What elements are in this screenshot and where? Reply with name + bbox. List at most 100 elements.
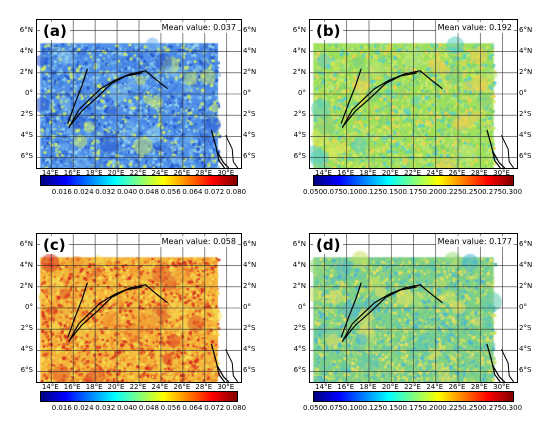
lat-label-left: 2°S <box>20 110 33 119</box>
lat-label-right: 6°N <box>519 25 533 34</box>
lon-label: 26°E <box>448 383 466 391</box>
colorbar-tick-label: 0.200 <box>422 404 443 412</box>
lake-shore-line <box>225 349 239 382</box>
lon-label: 28°E <box>470 383 488 391</box>
map-frame-c[interactable]: (c) Mean value: 0.058 <box>36 233 242 383</box>
river-line-0 <box>67 282 89 338</box>
river-line-2 <box>342 72 417 127</box>
lat-label-right: 4°N <box>243 46 257 55</box>
lat-label-right: 6°S <box>519 366 532 375</box>
lat-label-right: 0° <box>519 89 527 97</box>
river-line-0 <box>340 282 362 338</box>
lat-label-right: 4°S <box>243 131 256 140</box>
colorbar-c <box>40 391 238 402</box>
colorbar-tick-label: 0.175 <box>402 404 423 412</box>
lat-label-right: 4°S <box>519 345 532 354</box>
lon-label: 14°E <box>41 383 59 391</box>
panel-tag-d: (d) <box>313 236 344 254</box>
river-line-1 <box>341 284 443 343</box>
lat-label-right: 0° <box>243 89 251 97</box>
river-line-4 <box>216 364 230 382</box>
panel-tag-b: (b) <box>313 22 344 40</box>
colorbar-tick-label: 0.048 <box>138 404 159 412</box>
lon-label: 30°E <box>217 169 235 177</box>
colorbar-tick-label: 0.056 <box>160 404 181 412</box>
river-line-4 <box>216 150 230 168</box>
colorbar-tick-label: 0.275 <box>482 188 503 196</box>
lon-label: 20°E <box>381 383 399 391</box>
lat-label-left: 0° <box>25 89 33 97</box>
colorbar-tick-label: 0.125 <box>362 404 383 412</box>
colorbar-tick-label: 0.050 <box>302 188 324 196</box>
colorbar-tick-label: 0.064 <box>182 404 203 412</box>
lon-label: 20°E <box>381 169 399 177</box>
river-line-4 <box>491 364 506 382</box>
lon-label: 26°E <box>448 169 466 177</box>
lat-label-right: 2°S <box>519 324 532 333</box>
colorbar-tick-label: 0.032 <box>95 188 116 196</box>
colorbar-tick-label: 0.100 <box>342 404 363 412</box>
panel-tag-c: (c) <box>40 236 69 254</box>
colorbar-tick-label: 0.016 <box>51 404 72 412</box>
lat-label-left: 2°N <box>19 281 33 290</box>
lon-label: 20°E <box>107 383 125 391</box>
colorbar-tick-label: 0.024 <box>73 404 94 412</box>
lat-label-left: 4°S <box>20 131 33 140</box>
colorbar-tick-label: 0.300 <box>501 404 523 412</box>
colorbar-tick-label: 0.016 <box>51 188 72 196</box>
lat-label-left: 0° <box>298 89 306 97</box>
lat-label-left: 2°N <box>292 281 306 290</box>
lat-label-left: 4°N <box>19 260 33 269</box>
lat-label-left: 4°N <box>19 46 33 55</box>
lat-label-left: 4°S <box>293 131 306 140</box>
map-frame-a[interactable]: (a) Mean value: 0.037 <box>36 19 242 169</box>
mean-value-label-b: Mean value: 0.192 <box>435 22 514 33</box>
colorbar-tick-label: 0.125 <box>362 188 383 196</box>
lat-label-right: 2°N <box>243 67 257 76</box>
lon-label: 28°E <box>195 169 213 177</box>
lat-label-right: 6°N <box>243 239 257 248</box>
colorbar-tick-label: 0.040 <box>117 188 138 196</box>
lat-label-left: 4°N <box>292 260 306 269</box>
lon-label: 14°E <box>41 169 59 177</box>
map-overlay-d <box>310 234 517 382</box>
mean-value-label-c: Mean value: 0.058 <box>159 236 238 247</box>
colorbar-tick-label: 0.072 <box>204 404 225 412</box>
lat-label-right: 4°N <box>519 46 533 55</box>
colorbar-tick-label: 0.150 <box>382 188 403 196</box>
lat-label-right: 4°N <box>519 260 533 269</box>
lat-label-right: 2°N <box>243 281 257 290</box>
lon-label: 30°E <box>217 383 235 391</box>
lon-label: 18°E <box>359 383 377 391</box>
colorbar-tick-label: 0.200 <box>422 188 443 196</box>
lat-label-right: 4°S <box>519 131 532 140</box>
map-overlay-a <box>37 20 241 168</box>
colorbar-tick-label: 0.064 <box>182 188 203 196</box>
map-frame-b[interactable]: (b) Mean value: 0.192 <box>309 19 518 169</box>
lat-label-left: 4°S <box>293 345 306 354</box>
lat-label-left: 2°N <box>292 67 306 76</box>
lat-label-left: 6°S <box>20 152 33 161</box>
lat-label-right: 6°S <box>243 152 256 161</box>
lat-label-right: 2°N <box>519 281 533 290</box>
colorbar-tick-label: 0.175 <box>402 188 423 196</box>
lat-label-right: 6°S <box>243 366 256 375</box>
lat-label-right: 2°S <box>519 110 532 119</box>
lake-shore-line <box>500 135 515 168</box>
lon-label: 14°E <box>315 169 332 177</box>
lat-label-left: 2°S <box>293 110 306 119</box>
colorbar-tick-label: 0.250 <box>462 404 483 412</box>
river-line-4 <box>491 150 506 168</box>
colorbar-tick-label: 0.225 <box>442 404 463 412</box>
lat-label-left: 6°S <box>293 152 306 161</box>
colorbar-tick-label: 0.056 <box>160 188 181 196</box>
lon-label: 22°E <box>404 383 421 391</box>
map-frame-d[interactable]: (d) Mean value: 0.177 <box>309 233 518 383</box>
colorbar-tick-label: 0.032 <box>95 404 116 412</box>
lon-label: 16°E <box>63 383 81 391</box>
lat-label-left: 2°N <box>19 67 33 76</box>
lon-label: 22°E <box>129 383 147 391</box>
lat-label-right: 6°N <box>243 25 257 34</box>
lon-label: 30°E <box>493 383 510 391</box>
lon-label: 24°E <box>151 383 169 391</box>
